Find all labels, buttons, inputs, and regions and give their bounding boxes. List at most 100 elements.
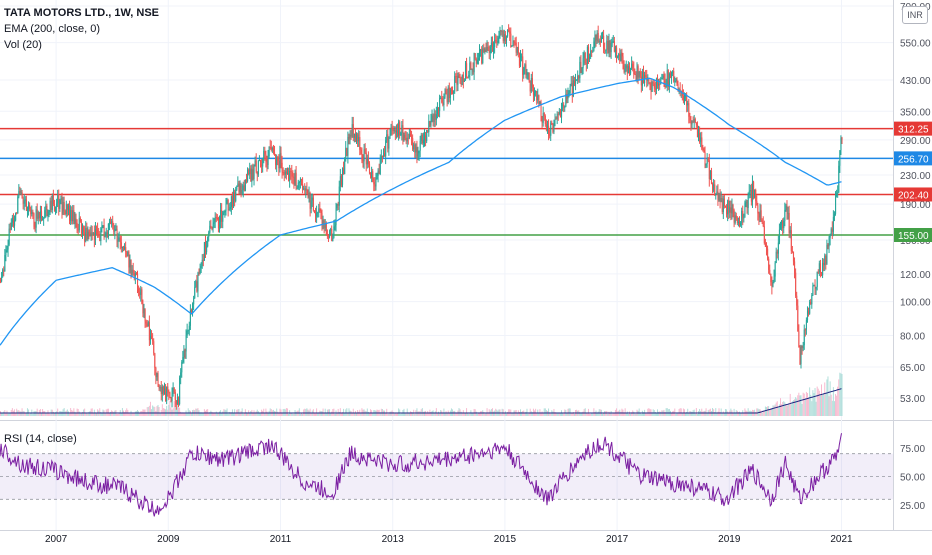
volume-bar <box>635 413 637 416</box>
candle-body <box>50 200 52 210</box>
candle-body <box>80 221 83 234</box>
volume-bar <box>733 408 735 416</box>
volume-bar <box>512 412 514 416</box>
candle-body <box>613 41 615 52</box>
candle-body <box>528 72 530 81</box>
volume-bar <box>714 412 716 416</box>
candle-body <box>728 200 730 213</box>
candle-body <box>582 58 584 69</box>
volume-bar <box>366 408 368 416</box>
volume-bar <box>776 401 778 416</box>
volume-bar <box>624 408 626 416</box>
candle-body <box>159 386 161 389</box>
volume-bar <box>163 408 165 416</box>
volume-bar <box>796 398 798 416</box>
candle-body <box>326 234 328 236</box>
candle-body <box>722 198 724 212</box>
candle-body <box>532 87 535 96</box>
candle-body <box>258 160 261 162</box>
candle-body <box>599 40 601 43</box>
volume-bar <box>1 412 3 416</box>
candle-body <box>636 66 638 82</box>
volume-bar <box>732 413 734 416</box>
candle-body <box>193 298 195 305</box>
volume-bar <box>156 406 158 416</box>
volume-bar <box>247 413 249 416</box>
candle-body <box>468 74 470 78</box>
volume-bar <box>805 391 807 416</box>
candle-body <box>135 273 138 275</box>
candle-body <box>62 202 64 214</box>
candle-body <box>631 63 633 69</box>
currency-badge[interactable]: INR <box>902 6 928 24</box>
candle-body <box>266 161 268 165</box>
candle-body <box>654 88 656 90</box>
volume-bar <box>746 411 748 416</box>
candle-body <box>148 322 150 341</box>
volume-bar <box>694 413 696 416</box>
volume-bar <box>254 412 256 416</box>
candle-body <box>647 79 649 81</box>
volume-bar <box>417 411 419 416</box>
candle-body <box>576 79 578 81</box>
volume-bar <box>800 395 802 416</box>
volume-bar <box>323 412 325 416</box>
candle-body <box>208 232 210 237</box>
candle-body <box>9 228 11 230</box>
candle-body <box>400 132 402 136</box>
candle-body <box>823 262 825 266</box>
volume-bar <box>110 411 112 416</box>
candle-body <box>283 172 285 175</box>
volume-bar <box>129 413 131 416</box>
candle-body <box>731 204 733 214</box>
candle-body <box>685 94 687 97</box>
candle-body <box>247 170 249 182</box>
volume-bar <box>199 412 201 416</box>
ema-legend[interactable]: EMA (200, close, 0) <box>4 23 100 35</box>
volume-bar <box>461 412 463 416</box>
candle-body <box>810 301 812 305</box>
volume-bar <box>80 412 82 416</box>
volume-bar <box>263 408 265 416</box>
volume-bar <box>90 408 92 416</box>
volume-bar <box>322 408 324 416</box>
volume-bar <box>75 412 77 416</box>
candle-body <box>93 232 95 240</box>
volume-bar <box>567 408 569 416</box>
volume-bar <box>655 412 657 416</box>
volume-bar <box>86 413 88 416</box>
volume-bar <box>838 379 840 416</box>
volume-bar <box>702 411 704 416</box>
candle-body <box>671 73 673 78</box>
candle-body <box>397 130 399 136</box>
candle-body <box>440 97 442 99</box>
candle-body <box>517 46 519 54</box>
volume-bar <box>442 413 444 416</box>
volume-legend[interactable]: Vol (20) <box>4 39 42 51</box>
candle-body <box>335 207 337 226</box>
symbol-title[interactable]: TATA MOTORS LTD., 1W, NSE <box>4 7 160 19</box>
volume-bar <box>411 411 413 416</box>
volume-bar <box>385 412 387 416</box>
candle-body <box>710 170 713 184</box>
candle-body <box>768 258 770 270</box>
rsi-legend[interactable]: RSI (14, close) <box>4 433 77 445</box>
volume-bar <box>57 408 59 416</box>
candle-body <box>409 133 412 137</box>
candle-body <box>179 377 181 404</box>
volume-bar <box>241 408 243 416</box>
volume-bar <box>633 411 635 416</box>
candle-body <box>619 53 621 62</box>
candle-body <box>223 211 225 213</box>
volume-bar <box>511 413 513 416</box>
volume-bar <box>84 408 86 416</box>
candle-body <box>36 209 38 219</box>
candle-body <box>291 172 293 177</box>
candle-body <box>370 172 372 178</box>
candle-body <box>477 58 480 60</box>
volume-bar <box>696 413 698 416</box>
candle-body <box>513 40 515 43</box>
candle-body <box>332 237 334 242</box>
